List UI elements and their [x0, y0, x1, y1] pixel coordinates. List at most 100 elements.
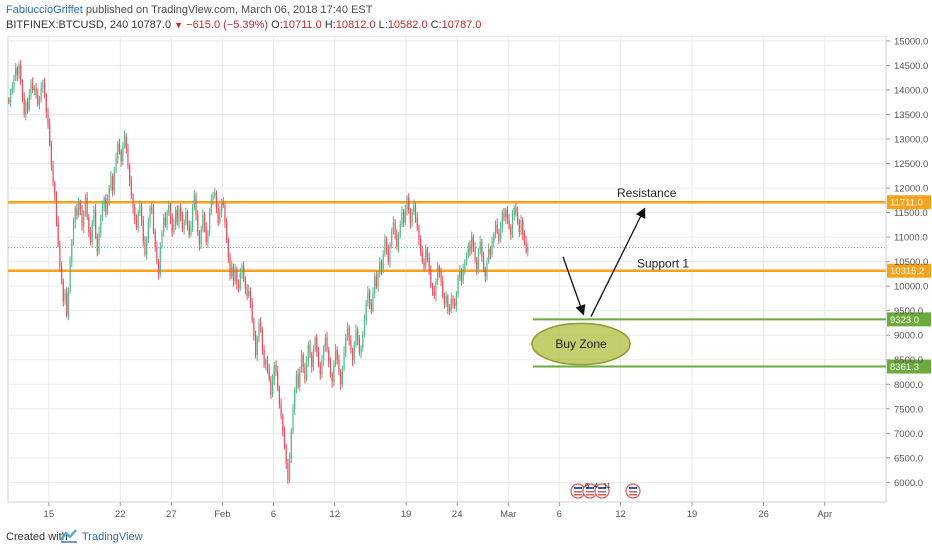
candle-body [304, 367, 306, 380]
candle-body [448, 308, 451, 311]
candle-body [243, 266, 245, 279]
candle-body [418, 227, 420, 240]
candle-body [362, 335, 364, 348]
candle-body [33, 87, 35, 90]
candle-body [295, 374, 298, 390]
candle-body [290, 430, 292, 458]
candle-body [91, 222, 93, 243]
candle-body [431, 286, 434, 292]
candle-body [346, 327, 349, 338]
candle-body [229, 256, 231, 277]
event-flag-icon[interactable] [594, 483, 610, 499]
candle-body [464, 261, 466, 269]
x-tick-label: 24 [452, 509, 463, 520]
arrow-down-to-buy-zone[interactable] [562, 256, 586, 316]
event-flag-icon[interactable] [570, 483, 586, 499]
symbol-label: BITFINEX:BTCUSD, 240 [6, 19, 129, 31]
candle-body [375, 276, 377, 287]
candle-body [397, 234, 400, 247]
candle-body [353, 345, 355, 360]
candle-body [297, 374, 299, 387]
candle-body [503, 212, 505, 218]
candle-body [314, 337, 316, 350]
candle-body [437, 266, 439, 282]
candle-body [387, 249, 389, 262]
candle-body [474, 246, 476, 260]
candle-body [169, 205, 172, 218]
y-tick-label: 9500.0 [894, 306, 923, 317]
candle-body [38, 99, 41, 105]
author-link[interactable]: FabiuccioGriffet [6, 4, 83, 16]
y-tick-label: 9000.0 [894, 331, 923, 342]
candle-body [134, 207, 136, 220]
candle-body [394, 222, 396, 235]
candle-body [501, 212, 503, 228]
candle-body [200, 229, 202, 245]
candle-body [331, 374, 333, 382]
candle-body [440, 271, 442, 282]
tradingview-brand-link[interactable]: TradingView [82, 531, 143, 543]
tradingview-logo-icon[interactable] [60, 529, 78, 543]
horizontal-levels[interactable]: 11711.0 10315.2 9323.0 8361.3 [8, 195, 931, 374]
x-tick-label: 19 [401, 509, 412, 520]
candlestick-chart[interactable]: 11711.0 10315.2 9323.0 8361.3 Buy Zone Resis… [0, 35, 932, 524]
candle-body [408, 197, 410, 211]
event-flag-icon[interactable] [625, 483, 641, 499]
candle-body [496, 224, 498, 233]
candle-body [263, 349, 265, 365]
candle-body [447, 295, 449, 309]
candle-body [365, 303, 367, 321]
candle-body [149, 207, 151, 223]
candle-body [120, 151, 122, 162]
candle-body [479, 242, 481, 252]
candle-body [411, 212, 413, 223]
candle-body [498, 232, 500, 240]
candle-body [222, 202, 224, 206]
candle-body [40, 87, 42, 100]
buy-zone-ellipse[interactable] [531, 322, 631, 366]
candle-body [210, 200, 212, 213]
candle-body [282, 416, 284, 431]
candle-body [323, 347, 325, 360]
candle-body [403, 212, 405, 223]
candle-body [246, 288, 248, 296]
candle-body [505, 210, 507, 218]
candle-body [135, 219, 138, 228]
y-tick-label: 8000.0 [894, 380, 923, 391]
annotations[interactable]: Buy Zone Resistance Support 1 6 4 11 [531, 186, 689, 499]
candle-body [100, 217, 102, 233]
candle-body [370, 303, 372, 311]
candle-body [217, 207, 219, 223]
candle-body [481, 242, 483, 257]
candle-body [248, 291, 250, 296]
candle-body [421, 251, 423, 262]
candle-body [95, 210, 97, 238]
candle-body [355, 330, 357, 346]
candle-body [237, 283, 240, 289]
candle-body [72, 222, 75, 243]
candle-body [89, 232, 92, 243]
candle-body [455, 293, 457, 306]
candle-body [241, 266, 243, 274]
chart-area[interactable]: 11711.0 10315.2 9323.0 8361.3 Buy Zone Resis… [0, 35, 932, 524]
candle-body [287, 462, 289, 480]
y-tick-label: 6000.0 [894, 478, 923, 489]
candle-body [379, 261, 381, 274]
arrow-up-to-resistance[interactable] [590, 207, 646, 317]
candle-body [115, 158, 117, 171]
candle-body [459, 271, 461, 279]
candle-body [423, 261, 425, 267]
created-with-text: Created with [6, 531, 68, 543]
candle-body [151, 207, 153, 211]
candle-body [224, 205, 226, 223]
candle-body [430, 271, 432, 287]
candle-body [289, 457, 291, 480]
candle-body [185, 212, 187, 223]
candle-body [57, 222, 59, 245]
candle-body [523, 234, 526, 243]
candle-body [78, 202, 80, 216]
candle-body [260, 322, 262, 331]
x-tick-label: 15 [44, 509, 55, 520]
candle-body [220, 202, 223, 213]
candle-body [438, 266, 440, 272]
